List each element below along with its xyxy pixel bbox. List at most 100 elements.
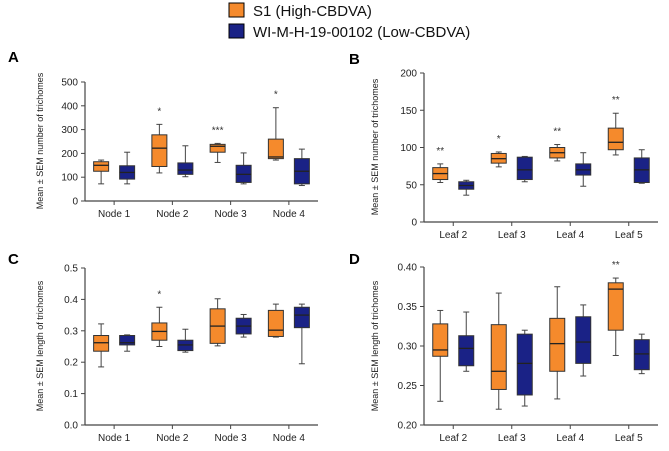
- x-tick-label: Leaf 2: [439, 433, 467, 444]
- box-body: [490, 324, 507, 390]
- panel-label: B: [349, 51, 360, 68]
- y-tick-label: 100: [61, 173, 78, 184]
- x-tick-label: Node 1: [98, 433, 131, 444]
- x-tick-label: Leaf 2: [439, 230, 467, 241]
- box-body: [119, 335, 136, 346]
- y-tick-label: 300: [61, 125, 78, 136]
- box-plot: [432, 309, 449, 402]
- box-plot: [209, 298, 226, 347]
- box-plot: [235, 152, 252, 185]
- box-body: [267, 309, 284, 337]
- y-tick-label: 200: [400, 69, 417, 80]
- y-axis-label: Mean ± SEM number of trichomes: [370, 78, 380, 215]
- box-plot: [119, 334, 136, 352]
- y-tick-label: 0.30: [398, 342, 418, 353]
- box-body: [458, 335, 475, 367]
- y-tick-label: 0.5: [64, 264, 78, 275]
- y-tick-label: 100: [400, 143, 417, 154]
- box-body: [151, 134, 168, 167]
- box-plot: [209, 142, 226, 163]
- box-body: [293, 306, 310, 329]
- legend-label-wi: WI-M-H-19-00102 (Low-CBDVA): [253, 24, 470, 41]
- x-tick-label: Node 4: [273, 209, 306, 220]
- x-tick-label: Node 2: [156, 433, 189, 444]
- x-tick-label: Leaf 3: [498, 230, 526, 241]
- significance-marker: **: [553, 127, 561, 138]
- panel-label: D: [349, 251, 360, 268]
- y-axis-label: Mean ± SEM length of trichomes: [35, 280, 45, 411]
- y-axis-label: Mean ± SEM number of trichomes: [35, 72, 45, 209]
- box-plot: [293, 148, 310, 187]
- box-plot: [432, 163, 449, 184]
- box-plot: [458, 179, 475, 196]
- y-tick-label: 0.1: [64, 389, 78, 400]
- y-tick-label: 0: [411, 218, 417, 229]
- box-body: [516, 156, 533, 181]
- box-plot: [549, 144, 566, 162]
- x-tick-label: Node 3: [215, 209, 248, 220]
- box-plot: [293, 303, 310, 365]
- box-body: [549, 317, 566, 372]
- panel-a: A Mean ± SEM number of trichomes 0 100 200 30…: [8, 49, 318, 220]
- box-body: [209, 143, 226, 153]
- x-tick-label: Leaf 5: [615, 433, 643, 444]
- box-body: [432, 323, 449, 357]
- panel-label: C: [8, 251, 19, 268]
- box-plot: [633, 149, 650, 184]
- x-tick-label: Node 2: [156, 209, 189, 220]
- box-body: [516, 333, 533, 396]
- x-tick-label: Leaf 4: [556, 230, 584, 241]
- significance-marker: *: [157, 106, 161, 117]
- x-tick-label: Leaf 4: [556, 433, 584, 444]
- legend-swatch-s1: [228, 2, 245, 18]
- box-plot: [93, 323, 110, 368]
- box-plot: [119, 151, 136, 185]
- box-body: [93, 161, 110, 172]
- box-plot: [490, 292, 507, 410]
- significance-marker: **: [612, 95, 620, 106]
- y-tick-label: 500: [61, 78, 78, 89]
- panels: A Mean ± SEM number of trichomes 0 100 200 30…: [8, 49, 658, 444]
- significance-marker: *: [157, 289, 161, 300]
- panel-b: B Mean ± SEM number of trichomes 0 50 100 150…: [349, 51, 658, 241]
- box-body: [575, 316, 592, 364]
- legend: S1 (High-CBDVA) WI-M-H-19-00102 (Low-CBD…: [228, 2, 470, 41]
- box-plot: [490, 151, 507, 168]
- y-tick-label: 0.0: [64, 421, 78, 432]
- panel-label: A: [8, 49, 19, 66]
- box-body: [633, 339, 650, 371]
- y-tick-label: 0.40: [398, 263, 418, 274]
- y-tick-label: 150: [400, 106, 417, 117]
- x-tick-label: Node 3: [215, 433, 248, 444]
- y-tick-label: 200: [61, 149, 78, 160]
- significance-marker: ***: [212, 125, 224, 136]
- y-tick-label: 0: [72, 197, 78, 208]
- panel-c: C Mean ± SEM length of trichomes 0.0 0.1 0.2…: [8, 251, 318, 444]
- significance-marker: *: [497, 134, 501, 145]
- x-tick-label: Leaf 5: [615, 230, 643, 241]
- y-axis-label: Mean ± SEM length of trichomes: [370, 280, 380, 411]
- y-tick-label: 0.3: [64, 326, 78, 337]
- box-plot: [177, 328, 194, 353]
- x-tick-label: Leaf 3: [498, 433, 526, 444]
- significance-marker: **: [436, 146, 444, 157]
- panel-d: D Mean ± SEM length of trichomes 0.20 0.25 0…: [349, 251, 658, 444]
- box-body: [177, 162, 194, 175]
- y-tick-label: 50: [406, 180, 418, 191]
- legend-swatch-wi: [228, 23, 245, 39]
- legend-label-s1: S1 (High-CBDVA): [253, 3, 372, 20]
- x-tick-label: Node 1: [98, 209, 131, 220]
- box-plot: [177, 145, 194, 178]
- box-body: [267, 138, 284, 160]
- significance-marker: *: [274, 90, 278, 101]
- box-plot: [235, 313, 252, 338]
- box-plot: [458, 311, 475, 372]
- box-plot: [607, 277, 624, 356]
- box-plot: [575, 304, 592, 377]
- significance-marker: **: [612, 260, 620, 271]
- box-plot: [575, 152, 592, 187]
- y-tick-label: 0.35: [398, 302, 418, 313]
- x-tick-label: Node 4: [273, 433, 306, 444]
- box-plot: [151, 306, 168, 347]
